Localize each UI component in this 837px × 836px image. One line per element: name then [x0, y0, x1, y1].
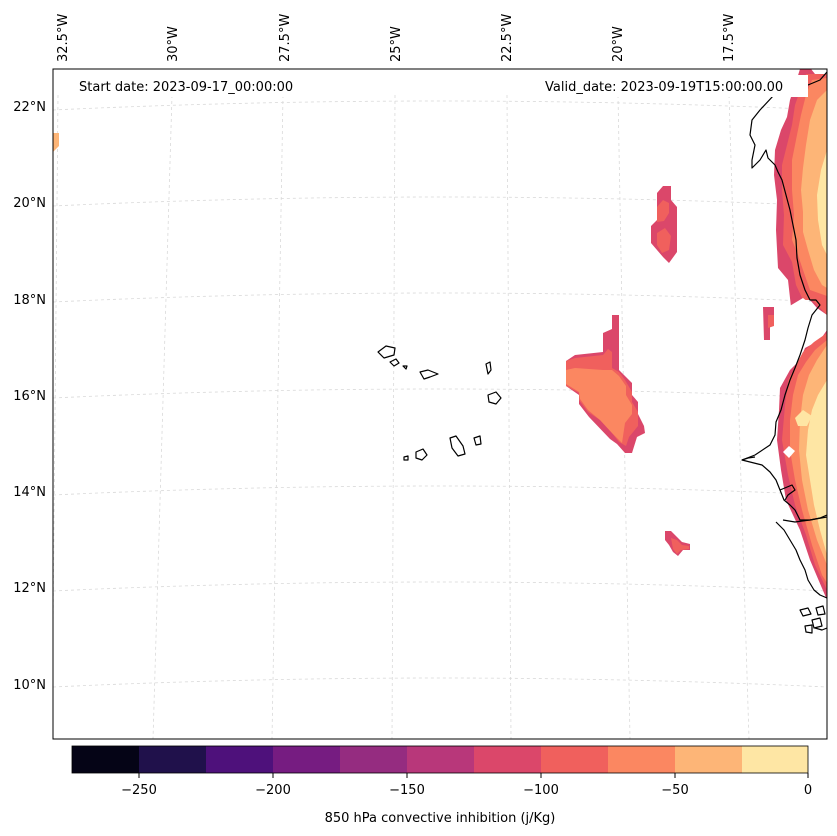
meridian-17-5w: [728, 94, 750, 739]
cape-verde-boa-vista: [487, 391, 502, 405]
lon-label-32-5w: 32.5°W: [56, 14, 71, 62]
parallel-16n: [53, 388, 827, 399]
coastlines: [377, 71, 827, 634]
meridian-20w: [617, 94, 631, 739]
lat-label-12n: 12°N: [13, 581, 46, 596]
colorbar-swatch-3: [273, 746, 340, 773]
lat-label-18n: 18°N: [13, 293, 46, 308]
cape-verde-santiago: [449, 435, 466, 457]
meridian-22-5w: [506, 94, 512, 739]
colorbar-swatches: [72, 746, 808, 773]
date-annotations: Start date: 2023-09-17_00:00:00 Valid_da…: [72, 75, 808, 97]
parallel-20n: [53, 196, 827, 207]
cin-gap-north: [811, 69, 827, 74]
parallel-22n: [53, 100, 827, 111]
colorbar-swatch-6: [474, 746, 541, 773]
dakar-peninsula: [741, 456, 756, 461]
cape-verde-fogo: [415, 448, 428, 461]
colorbar-title: 850 hPa convective inhibition (j/Kg): [325, 811, 556, 826]
colorbar-swatch-5: [407, 746, 474, 773]
gambia-coast: [779, 484, 796, 501]
colorbar-label-0: 0: [804, 783, 812, 798]
valid-date-box: [540, 75, 808, 97]
meridian-30w: [152, 94, 173, 739]
meridian-25w: [391, 94, 396, 739]
colorbar-swatch-10: [742, 746, 808, 773]
graticule: [53, 94, 827, 739]
colorbar-label-minus-200: −200: [255, 783, 291, 798]
colorbar-swatch-0: [72, 746, 139, 773]
bissagos-island-1: [799, 607, 812, 617]
longitude-labels: 32.5°W 30°W 27.5°W 25°W 22.5°W 20°W 17.5…: [56, 14, 737, 62]
colorbar-label-minus-250: −250: [121, 783, 157, 798]
parallel-18n: [53, 292, 827, 303]
cin-patch-central-core: [566, 368, 632, 443]
cin-patch-north-inner: [657, 200, 669, 222]
lon-label-27-5w: 27.5°W: [278, 14, 293, 62]
start-date-text: Start date: 2023-09-17_00:00:00: [79, 80, 293, 95]
cin-patch-mid-coast-inner: [768, 315, 774, 328]
lat-label-10n: 10°N: [13, 678, 46, 693]
map-background: [53, 69, 827, 739]
parallel-10n: [53, 677, 827, 688]
cape-verde-sal: [485, 361, 492, 375]
cin-gap-coast-spot: [783, 446, 795, 458]
cin-patch-south-inner: [671, 538, 689, 554]
lon-label-25w: 25°W: [389, 26, 404, 62]
latitude-labels: 22°N 20°N 18°N 16°N 14°N 12°N 10°N: [13, 100, 46, 693]
map-area: Start date: 2023-09-17_00:00:00 Valid_da…: [53, 69, 827, 739]
guinea-bissau-coast: [775, 521, 827, 599]
colorbar-frame: [71, 745, 809, 774]
meridian-27-5w: [271, 94, 284, 739]
colorbar: −250 −200 −150 −100 −50 0 850 hPa convec…: [71, 745, 812, 826]
cin-patch-north-inner-2: [657, 228, 671, 253]
lat-label-16n: 16°N: [13, 389, 46, 404]
cin-patch-west-edge: [53, 133, 59, 152]
start-date-box: [72, 75, 312, 97]
colorbar-swatch-7: [541, 746, 608, 773]
lon-label-22-5w: 22.5°W: [500, 14, 515, 62]
colorbar-swatch-9: [675, 746, 742, 773]
cape-verde-brava: [403, 455, 409, 461]
colorbar-label-minus-50: −50: [661, 783, 688, 798]
valid-date-text: Valid_date: 2023-09-19T15:00:00.00: [545, 80, 783, 95]
bissagos-island-4: [815, 605, 826, 616]
senegal-river-coast: [782, 516, 827, 523]
lat-label-20n: 20°N: [13, 196, 46, 211]
cin-coastal-band-25-patch: [795, 410, 812, 426]
africa-coastline: [741, 71, 827, 521]
cape-verde-santa-luzia: [402, 365, 408, 370]
cape-verde-sao-vicente: [389, 358, 400, 367]
colorbar-swatch-8: [608, 746, 675, 773]
cin-coastal-band-25: [817, 150, 827, 255]
colorbar-swatch-4: [340, 746, 407, 773]
colorbar-swatch-2: [206, 746, 273, 773]
cin-gap-mid: [788, 298, 813, 340]
cape-verde-sao-nicolau: [419, 369, 439, 380]
colorbar-swatch-1: [139, 746, 206, 773]
parallel-12n: [53, 581, 827, 592]
parallel-14n: [53, 485, 827, 496]
colorbar-label-minus-150: −150: [389, 783, 425, 798]
colorbar-ticks: [138, 773, 809, 778]
cin-coastal-band-25-south: [806, 380, 827, 555]
cape-verde-santo-antao: [377, 345, 396, 359]
cape-verde-maio: [473, 435, 482, 446]
lon-label-20w: 20°W: [611, 26, 626, 62]
colorbar-tick-labels: −250 −200 −150 −100 −50 0: [121, 783, 812, 798]
bissagos-coast-south: [814, 627, 827, 631]
bissagos-island-2: [811, 617, 823, 629]
bissagos-island-3: [804, 624, 813, 634]
lon-label-30w: 30°W: [166, 26, 181, 62]
map-frame: [52, 68, 828, 740]
colorbar-label-minus-100: −100: [523, 783, 559, 798]
lat-label-22n: 22°N: [13, 100, 46, 115]
lat-label-14n: 14°N: [13, 485, 46, 500]
lon-label-17-5w: 17.5°W: [722, 14, 737, 62]
